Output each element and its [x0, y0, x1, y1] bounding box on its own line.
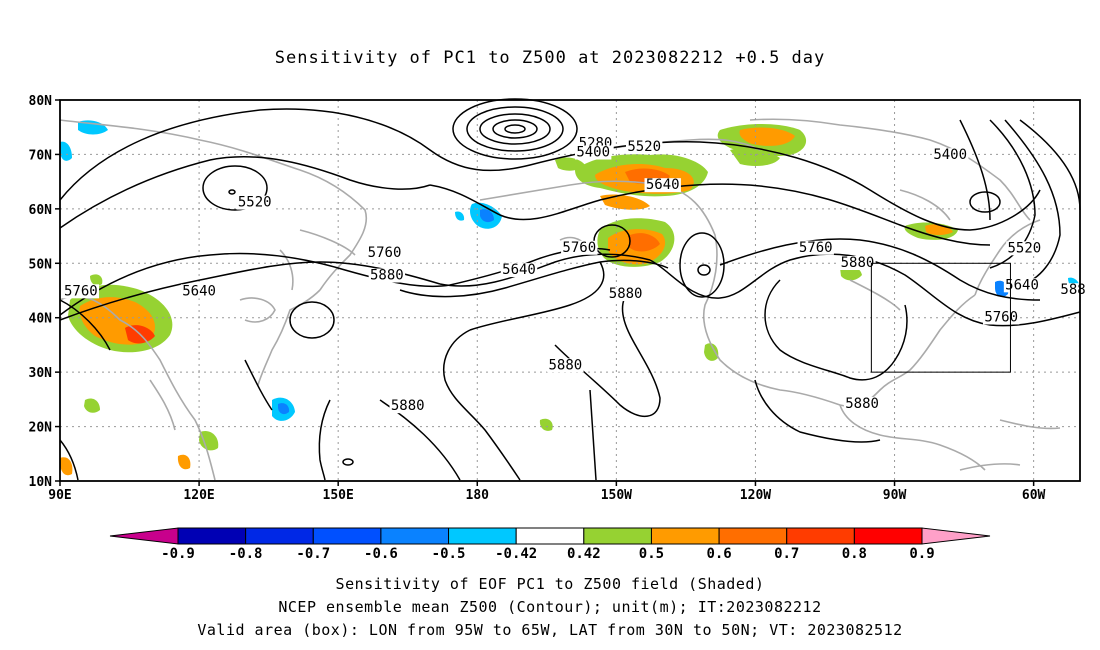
contour-label-bg: [500, 263, 538, 278]
colorbar-label: -0.42: [495, 546, 537, 562]
contour-label: 5760: [64, 283, 98, 299]
contour-label-bg: [389, 399, 426, 414]
colorbar-label: -0.8: [229, 546, 263, 562]
contour-label: 5520: [627, 139, 661, 155]
lat-tick-label: 60N: [29, 203, 53, 218]
lon-tick-label: 120E: [183, 488, 214, 503]
colorbar-label: 0.42: [567, 546, 601, 562]
contour-label: 5760: [799, 240, 833, 256]
lon-tick-label: 90W: [883, 488, 907, 503]
colorbar-label: 0.6: [706, 546, 731, 562]
lon-tick-label: 90E: [48, 488, 71, 503]
colorbar-segment: [448, 527, 517, 545]
valid-area-box: [870, 262, 1011, 373]
colorbar-low-end: [109, 527, 179, 545]
colorbar-label: -0.7: [296, 546, 330, 562]
colorbar-segment: [177, 527, 247, 545]
colorbar-segment: [718, 527, 788, 545]
axis-tick-labels: 90E 120E 150E 180 150W 120W 90W 60W 80N 70N 60N 50N…: [29, 94, 1046, 503]
contour-label-bg: [843, 396, 881, 411]
colorbar-label: -0.9: [161, 546, 195, 562]
colorbar-label: 0.7: [774, 546, 799, 562]
contour-label-bg: [366, 246, 403, 261]
contour-label: 5880: [841, 255, 875, 271]
contour-label: 5400: [933, 147, 967, 163]
contour-label-bg: [561, 240, 598, 255]
contour-label: 5760: [368, 245, 402, 261]
contour-label-bg: [797, 240, 834, 255]
map-title: Sensitivity of PC1 to Z500 at 2023082212…: [274, 48, 826, 68]
colorbar: -0.9 -0.8 -0.7 -0.6 -0.5 -0.42 0.42 0.5 0.6 0.7 0.…: [109, 527, 991, 562]
contour-label-bg: [1003, 278, 1041, 293]
contour-label-bg: [368, 268, 406, 283]
lon-tick-label: 150E: [323, 488, 354, 503]
contour-label-bg: [62, 284, 100, 299]
contour-label-bg: [236, 195, 273, 210]
colorbar-label: -0.5: [432, 546, 466, 562]
colorbar-segment: [380, 527, 450, 545]
colorbar-segment: [853, 527, 923, 545]
contour-label-bg: [625, 140, 663, 155]
caption-contour: NCEP ensemble mean Z500 (Contour); unit(…: [278, 598, 822, 616]
contour-label-bg: [1006, 241, 1043, 256]
colorbar-label: 0.5: [639, 546, 664, 562]
colorbar-segment: [515, 527, 585, 545]
colorbar-segment: [583, 527, 652, 545]
coastlines: [59, 118, 1061, 481]
contour-label: 5640: [646, 177, 680, 193]
lat-tick-label: 10N: [29, 475, 53, 490]
colorbar-segment: [245, 527, 314, 545]
lat-tick-label: 40N: [29, 312, 53, 327]
colorbar-segment: [312, 527, 382, 545]
contour-label: 5520: [238, 195, 272, 211]
contour-label: 5520: [1008, 240, 1042, 256]
sensitivity-shading: [59, 120, 1080, 476]
contour-label-bg: [931, 148, 969, 163]
colorbar-segment: [786, 527, 855, 545]
lon-tick-label: 60W: [1022, 488, 1046, 503]
contour-label: 5880: [391, 398, 425, 414]
contour-label: 5400: [576, 145, 610, 161]
contour-label: 5880: [845, 396, 879, 412]
colorbar-high-end: [921, 527, 991, 545]
lat-tick-label: 80N: [29, 94, 53, 109]
colorbar-label: 0.9: [909, 546, 934, 562]
lat-tick-label: 50N: [29, 257, 53, 272]
lat-tick-label: 70N: [29, 148, 53, 163]
contour-label: 5760: [984, 309, 1018, 325]
contour-label: 5880: [549, 357, 583, 373]
contour-label: 5640: [1005, 277, 1039, 293]
contour-label: 5760: [562, 240, 596, 256]
contour-label: 5880: [370, 268, 404, 284]
lon-tick-label: 120W: [740, 488, 771, 503]
lon-tick-label: 150W: [601, 488, 632, 503]
contour-label-bg: [574, 145, 612, 160]
contour-label-bg: [180, 284, 218, 299]
colorbar-segment: [650, 527, 720, 545]
contour-label-bg: [547, 358, 584, 373]
lon-tick-label: 180: [466, 488, 490, 503]
lat-tick-label: 30N: [29, 366, 53, 381]
contour-label-bg: [644, 178, 681, 193]
caption-shaded: Sensitivity of EOF PC1 to Z500 field (Sh…: [335, 575, 765, 593]
contour-label: 588: [1060, 282, 1085, 298]
contour-label: 5880: [609, 286, 643, 302]
colorbar-label: 0.8: [842, 546, 867, 562]
caption-valid-area: Valid area (box): LON from 95W to 65W, L…: [197, 621, 903, 639]
lat-tick-label: 20N: [29, 421, 53, 436]
contour-label-bg: [839, 256, 876, 271]
contour-label: 5640: [182, 283, 216, 299]
contour-label-bg: [607, 287, 644, 302]
colorbar-label: -0.6: [364, 546, 398, 562]
contour-label: 5640: [502, 262, 536, 278]
map-frame: [59, 99, 1081, 482]
